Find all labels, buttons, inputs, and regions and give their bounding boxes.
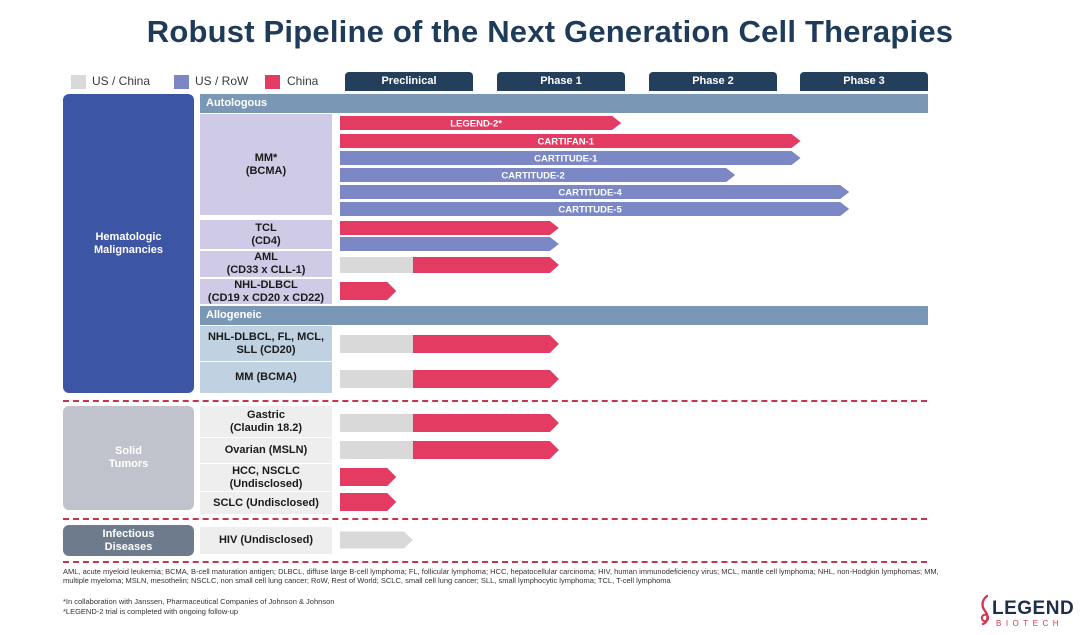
program-bar: CARTITUDE-5 xyxy=(340,202,850,216)
divider-line xyxy=(63,400,927,402)
target-ovarian: Ovarian (MSLN) xyxy=(200,438,332,463)
phase-header-phase-2: Phase 2 xyxy=(649,72,777,91)
target-hiv: HIV (Undisclosed) xyxy=(200,527,332,554)
legend-swatch-china xyxy=(265,75,280,89)
legend-label-us-china: US / China xyxy=(92,74,151,88)
legend-logo-mark xyxy=(980,594,990,626)
program-bar: CARTITUDE-4 xyxy=(340,185,850,199)
program-bar-segment xyxy=(340,185,850,199)
legend-label-china: China xyxy=(287,74,319,88)
program-label: CARTITUDE-5 xyxy=(558,205,622,216)
target-tcl-cd4: TCL (CD4) xyxy=(200,220,332,249)
phase-header-preclinical: Preclinical xyxy=(345,72,473,91)
program-bar xyxy=(340,282,397,300)
program-bar-segment xyxy=(340,221,559,235)
program-bar-segment xyxy=(340,151,801,165)
category-solid-tumors: Solid Tumors xyxy=(63,406,194,510)
program-bar-segment xyxy=(340,134,801,148)
logo-subtext: BIOTECH xyxy=(996,619,1064,628)
abbreviations-footnote: AML, acute myeloid leukemia; BCMA, B-cel… xyxy=(63,567,939,585)
target-mm-bcma: MM* (BCMA) xyxy=(200,114,332,215)
program-bar-segment xyxy=(412,370,559,388)
program-bar xyxy=(340,441,559,459)
category-hematologic-malignancies: Hematologic Malignancies xyxy=(63,94,194,393)
program-bar xyxy=(340,257,559,273)
program-bar xyxy=(340,335,559,353)
program-label: CARTIFAN-1 xyxy=(538,137,595,148)
program-bar xyxy=(340,370,559,388)
target-hcc-nsclc: HCC, NSCLC (Undisclosed) xyxy=(200,464,332,491)
program-bar-segment xyxy=(340,116,622,130)
program-bar-segment xyxy=(340,493,397,511)
legend-swatch-us-china xyxy=(71,75,86,89)
program-label: LEGEND-2* xyxy=(450,119,502,130)
target-allo-mm: MM (BCMA) xyxy=(200,362,332,393)
target-gastric: Gastric (Claudin 18.2) xyxy=(200,406,332,437)
program-bar-segment xyxy=(340,468,397,486)
program-bar-segment xyxy=(412,441,559,459)
program-bar: CARTITUDE-2 xyxy=(340,168,736,182)
phase-header-phase-1: Phase 1 xyxy=(497,72,625,91)
target-sclc: SCLC (Undisclosed) xyxy=(200,492,332,514)
target-aml: AML (CD33 x CLL-1) xyxy=(200,251,332,277)
program-bar-segment xyxy=(340,370,413,388)
footnote-janssen: *In collaboration with Janssen, Pharmace… xyxy=(63,597,335,606)
program-bar xyxy=(340,531,413,549)
program-bar: CARTIFAN-1 xyxy=(340,134,801,148)
target-allo-nhl: NHL-DLBCL, FL, MCL, SLL (CD20) xyxy=(200,326,332,361)
phase-header-phase-3: Phase 3 xyxy=(800,72,928,91)
program-bar xyxy=(340,493,397,511)
legend-swatch-us-row xyxy=(174,75,189,89)
program-bar xyxy=(340,221,559,235)
program-bar-segment xyxy=(340,202,850,216)
program-bar xyxy=(340,414,559,432)
program-bar-segment xyxy=(412,414,559,432)
program-bar-segment xyxy=(340,168,736,182)
logo-text: LEGEND xyxy=(992,598,1075,619)
program-bar xyxy=(340,468,397,486)
program-bar-segment xyxy=(340,335,413,353)
program-label: CARTITUDE-4 xyxy=(558,188,622,199)
program-bar-segment xyxy=(340,531,413,549)
section-header-allogeneic: Allogeneic xyxy=(200,306,928,325)
category-infectious-diseases: Infectious Diseases xyxy=(63,525,194,556)
program-label: CARTITUDE-1 xyxy=(534,154,598,165)
divider-line xyxy=(63,561,927,563)
program-bar: LEGEND-2* xyxy=(340,116,622,130)
program-bar: CARTITUDE-1 xyxy=(340,151,801,165)
legend-label-us-row: US / RoW xyxy=(195,74,249,88)
divider-line xyxy=(63,518,927,520)
program-bar-segment xyxy=(340,414,413,432)
program-bar-segment xyxy=(340,282,397,300)
program-bar-segment xyxy=(340,257,413,273)
program-bar-segment xyxy=(340,237,559,251)
program-bar-segment xyxy=(340,441,413,459)
program-bar-segment xyxy=(412,257,559,273)
page-title: Robust Pipeline of the Next Generation C… xyxy=(146,14,954,49)
target-nhl-dlbcl: NHL-DLBCL (CD19 x CD20 x CD22) xyxy=(200,279,332,304)
program-bar-segment xyxy=(412,335,559,353)
program-label: CARTITUDE-2 xyxy=(501,171,564,182)
section-header-autologous: Autologous xyxy=(200,94,928,113)
program-bar xyxy=(340,237,559,251)
footnote-legend-2: *LEGEND-2 trial is completed with ongoin… xyxy=(63,607,239,616)
